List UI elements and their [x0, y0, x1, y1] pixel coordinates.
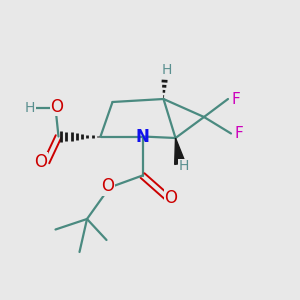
- Text: F: F: [234, 126, 243, 141]
- Polygon shape: [175, 138, 185, 164]
- Text: O: O: [101, 177, 115, 195]
- Text: O: O: [164, 189, 178, 207]
- Text: F: F: [231, 92, 240, 106]
- Text: H: H: [178, 160, 189, 173]
- Text: O: O: [34, 153, 47, 171]
- Text: N: N: [136, 128, 149, 146]
- Text: H: H: [25, 101, 35, 115]
- Text: H: H: [161, 63, 172, 77]
- Text: O: O: [50, 98, 64, 116]
